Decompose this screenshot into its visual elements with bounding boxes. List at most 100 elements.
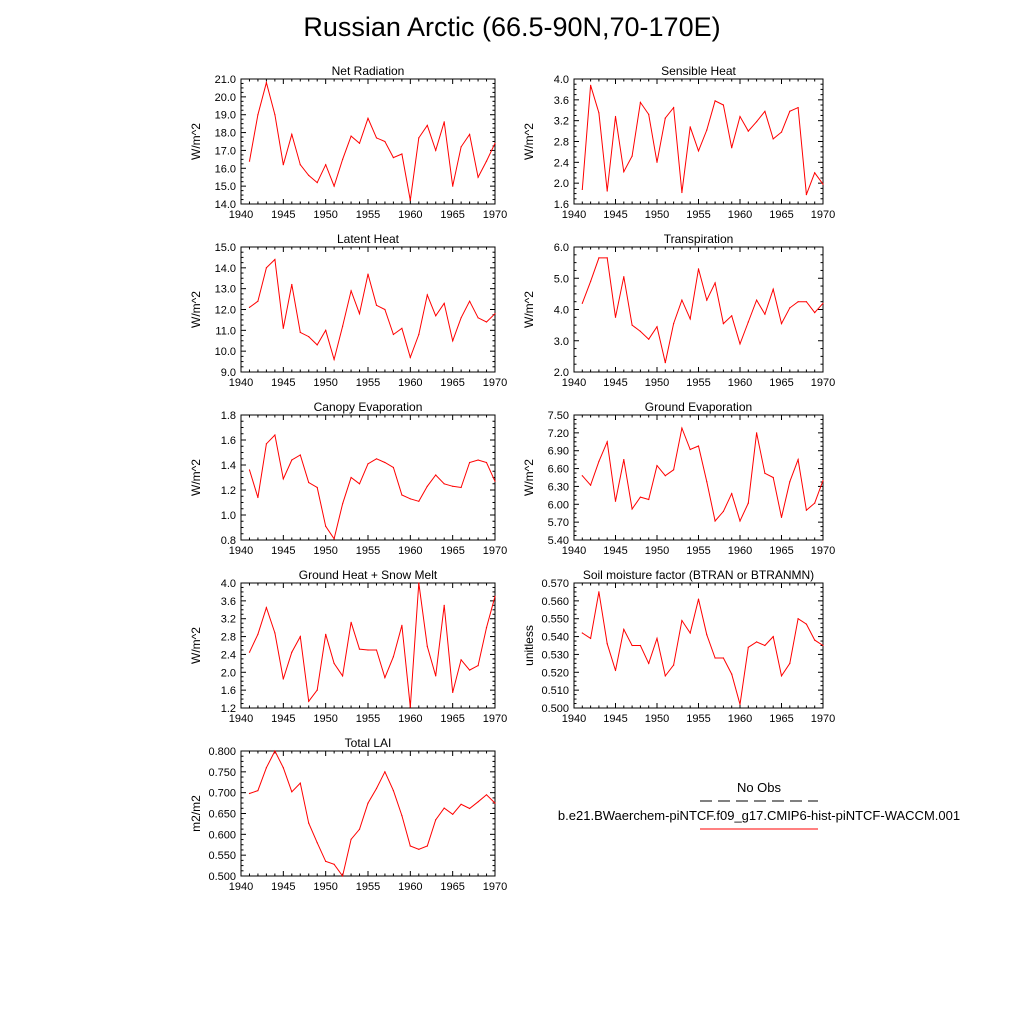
data-point [598, 112, 600, 114]
data-point [494, 595, 496, 598]
data-point [664, 362, 666, 364]
y-tick-label: 0.700 [208, 788, 236, 800]
data-point [375, 458, 378, 460]
data-point [426, 845, 428, 847]
data-point [697, 150, 700, 152]
data-point [333, 662, 335, 665]
y-tick-label: 17.0 [215, 145, 236, 157]
data-point [409, 356, 411, 358]
data-point [805, 509, 808, 511]
data-point [265, 267, 267, 269]
data-point [664, 675, 666, 677]
y-axis-label: W/m^2 [522, 123, 536, 160]
data-point [814, 639, 816, 641]
y-tick-label: 0.530 [541, 649, 569, 661]
y-tick-label: 0.600 [208, 829, 236, 841]
data-point [265, 607, 267, 609]
data-point [631, 155, 633, 157]
data-point [731, 673, 733, 675]
data-point [789, 662, 791, 665]
data-point [358, 648, 361, 650]
data-point [257, 300, 259, 302]
data-point [257, 633, 259, 635]
data-point [648, 113, 650, 115]
data-point [375, 649, 378, 651]
data-point [291, 459, 293, 461]
y-axis-label: W/m^2 [522, 291, 536, 328]
data-point [631, 508, 633, 510]
data-point [598, 257, 600, 259]
x-tick-label: 1955 [686, 545, 710, 557]
data-point [282, 478, 284, 480]
data-point [772, 288, 774, 290]
y-tick-label: 15.0 [215, 242, 236, 254]
y-tick-label: 0.800 [208, 746, 236, 758]
data-point [350, 135, 352, 137]
data-point [350, 476, 352, 479]
data-point [358, 828, 361, 830]
data-point [257, 114, 259, 116]
y-tick-label: 2.0 [221, 667, 236, 679]
data-point [581, 188, 583, 190]
y-tick-label: 3.6 [554, 95, 569, 107]
data-point [673, 107, 675, 109]
x-tick-label: 1940 [562, 545, 586, 557]
plot-frame [240, 750, 496, 877]
data-point [714, 100, 716, 102]
y-axis-label: W/m^2 [189, 459, 203, 496]
data-point [789, 307, 791, 309]
x-tick-label: 1955 [356, 209, 380, 221]
data-point [623, 628, 625, 631]
data-point [722, 104, 725, 106]
data-point [358, 142, 361, 144]
data-point [392, 790, 394, 792]
data-point [697, 268, 700, 270]
data-point [435, 315, 437, 317]
data-point [664, 475, 666, 477]
data-point [460, 486, 462, 489]
data-point [722, 657, 725, 659]
data-point [485, 794, 488, 796]
data-point [673, 469, 675, 471]
data-point [805, 194, 808, 196]
data-point [656, 326, 658, 328]
plot-frame [573, 246, 824, 373]
data-point [822, 302, 824, 304]
data-point [452, 691, 454, 694]
chart-panel-4: Transpiration W/m^2 1940 1945 1950 1955 1960 19… [522, 232, 835, 389]
chart-panel-6: Ground Evaporation W/m^2 1940 1945 1950 1955 1… [522, 400, 835, 557]
data-point [581, 475, 583, 477]
data-point [248, 651, 251, 653]
data-point [780, 131, 783, 133]
data-point [590, 84, 592, 86]
y-axis-label: W/m^2 [189, 291, 203, 328]
data-point [739, 343, 741, 345]
data-point [282, 767, 284, 769]
y-tick-label: 2.4 [221, 649, 236, 661]
x-tick-label: 1965 [440, 377, 464, 389]
data-point [689, 318, 691, 320]
y-tick-label: 5.40 [548, 535, 569, 547]
chart-title: Total LAI [345, 736, 392, 750]
x-tick-label: 1940 [229, 881, 253, 893]
data-point [316, 689, 318, 691]
x-tick-label: 1970 [811, 209, 835, 221]
data-point [714, 657, 716, 659]
data-point [460, 659, 462, 661]
data-point [606, 643, 608, 645]
data-point [722, 323, 725, 325]
data-point [648, 498, 650, 501]
data-point [706, 299, 708, 301]
y-axis-label: m2/m2 [189, 795, 203, 832]
data-point [623, 171, 625, 173]
y-tick-label: 20.0 [215, 92, 236, 104]
x-tick-label: 1970 [483, 377, 507, 389]
x-tick-label: 1955 [356, 713, 380, 725]
data-point [325, 860, 327, 863]
x-tick-label: 1965 [440, 209, 464, 221]
data-point [789, 110, 791, 112]
y-tick-label: 10.0 [215, 346, 236, 358]
data-point [639, 330, 642, 332]
data-point [648, 338, 650, 340]
